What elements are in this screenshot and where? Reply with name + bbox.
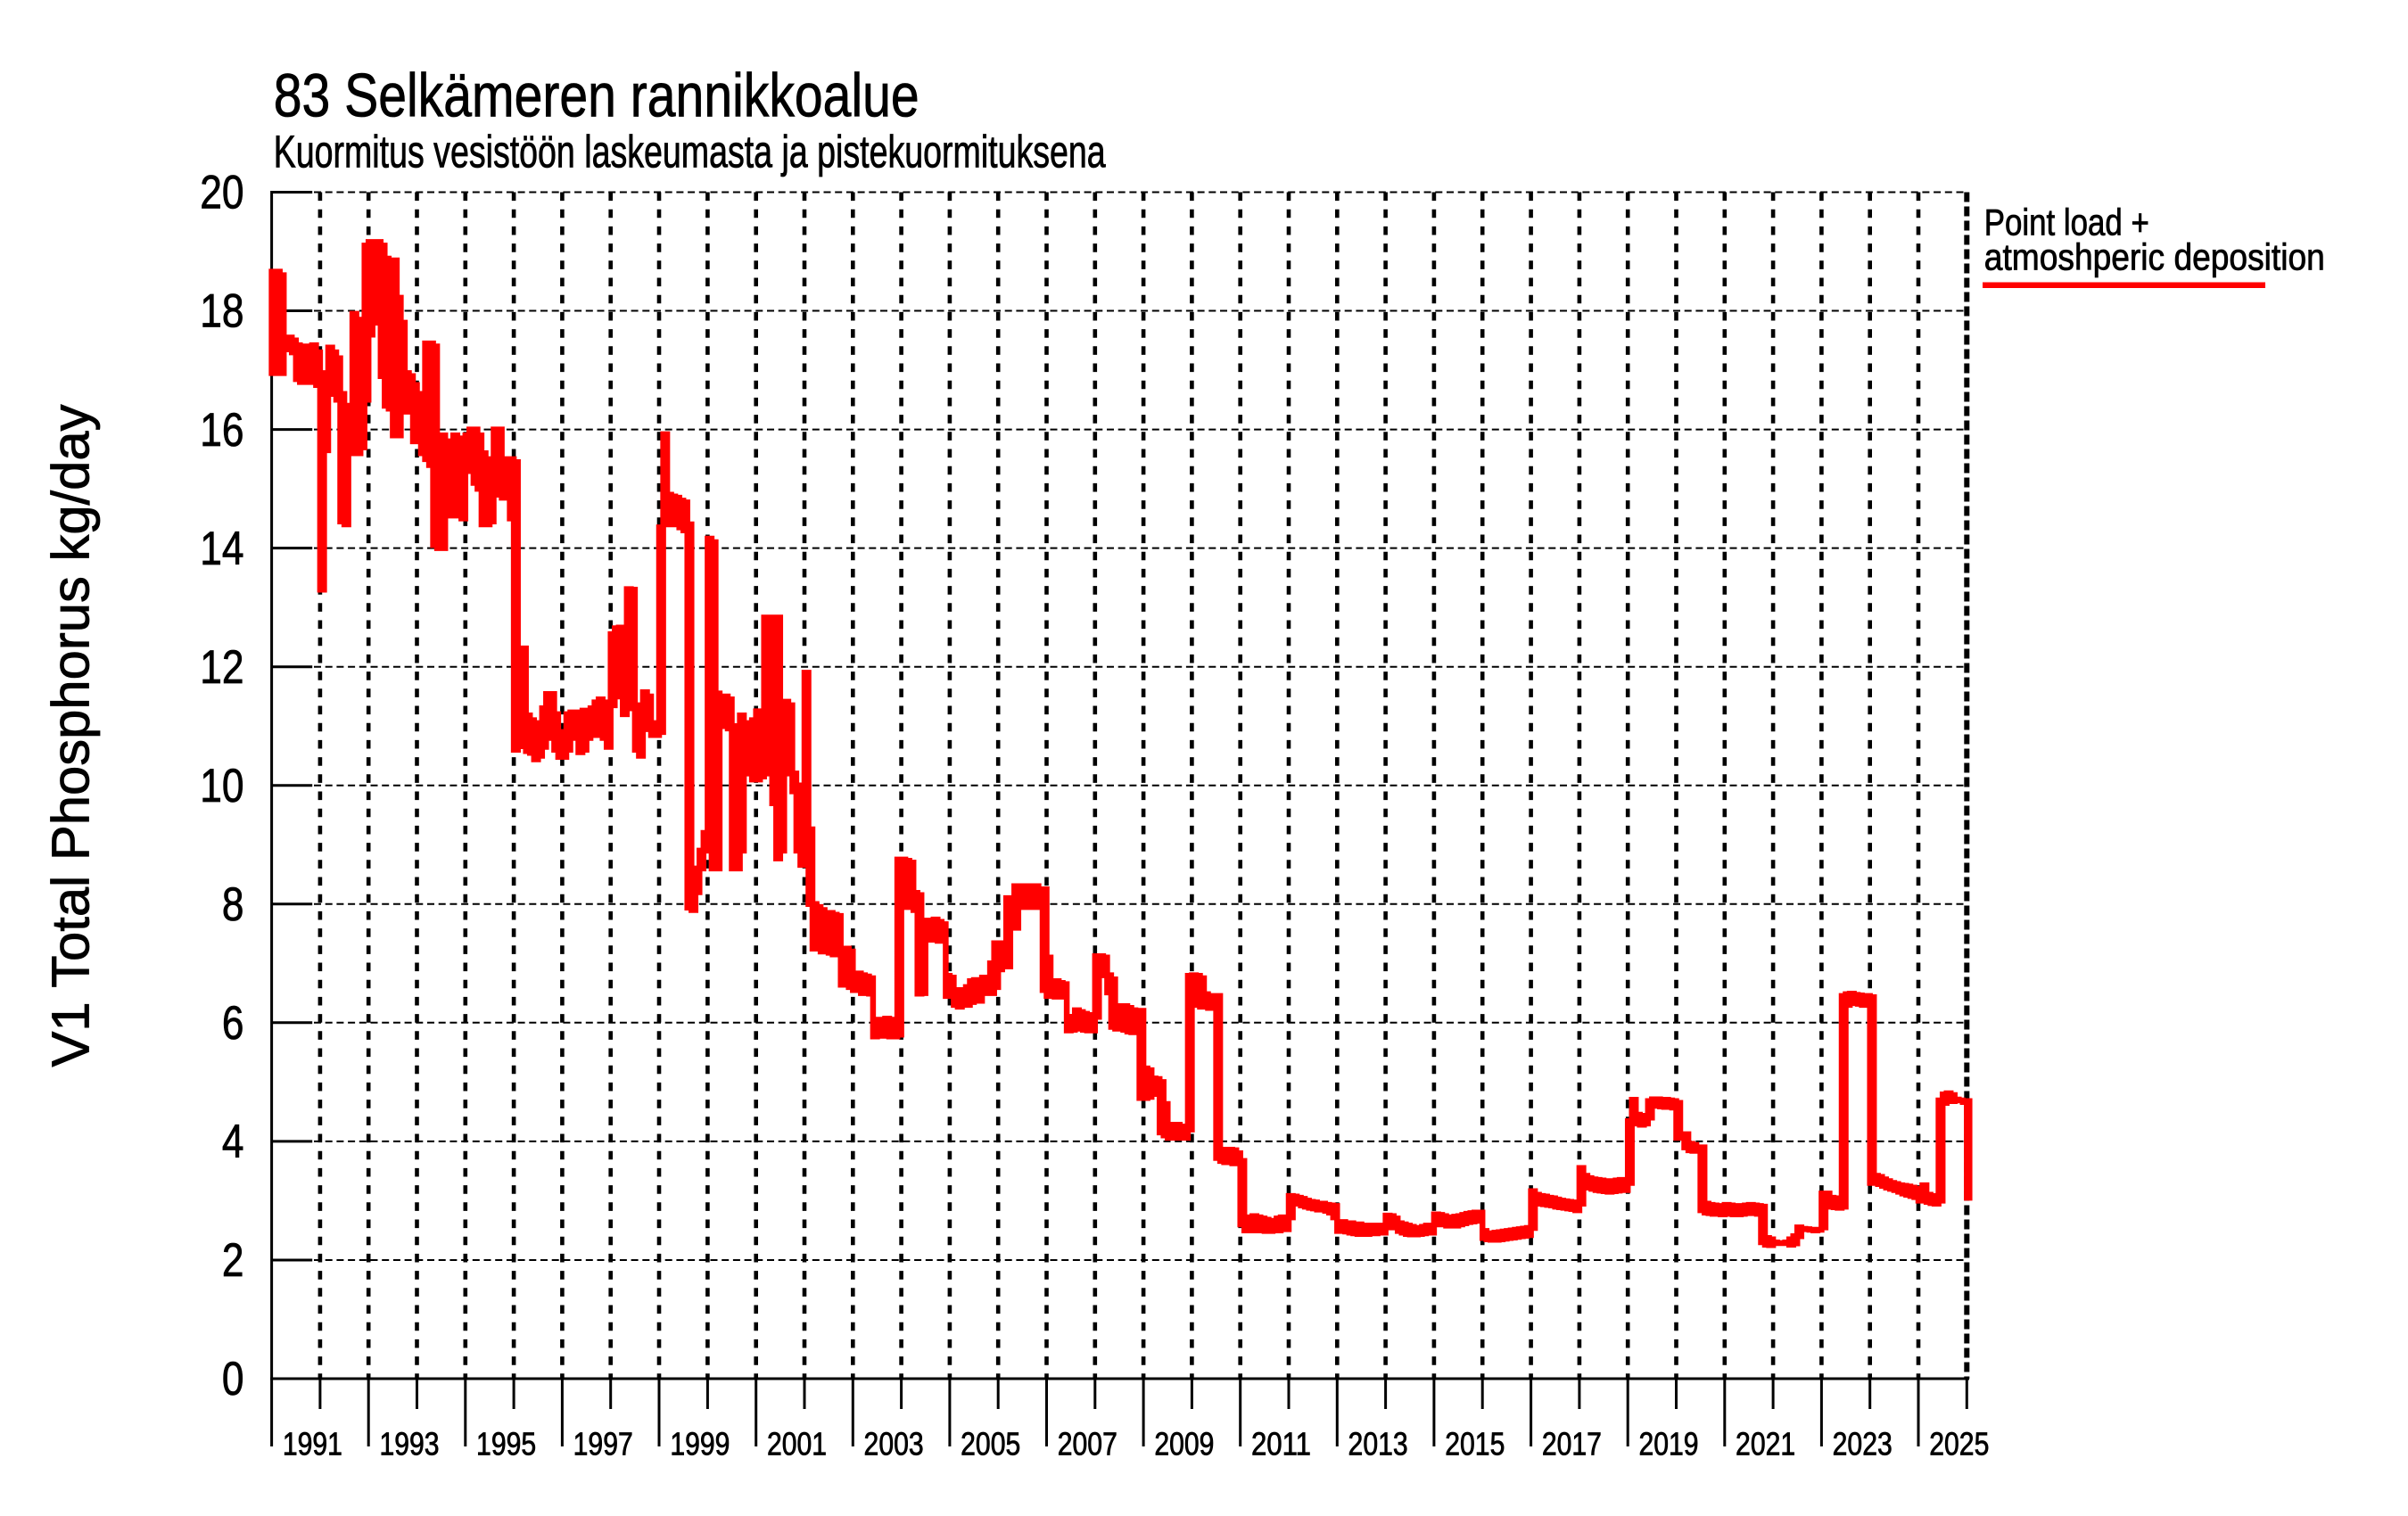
svg-text:2015: 2015 [1445, 1426, 1505, 1462]
svg-text:8: 8 [222, 878, 244, 931]
svg-text:83 Selkämeren rannikkoalue: 83 Selkämeren rannikkoalue [274, 62, 919, 130]
svg-text:0: 0 [222, 1353, 244, 1405]
svg-text:1995: 1995 [476, 1426, 536, 1462]
svg-text:2021: 2021 [1736, 1426, 1795, 1462]
svg-text:2023: 2023 [1833, 1426, 1893, 1462]
svg-text:1997: 1997 [573, 1426, 633, 1462]
svg-text:14: 14 [200, 523, 243, 575]
svg-text:2009: 2009 [1154, 1426, 1214, 1462]
svg-text:16: 16 [200, 404, 243, 457]
svg-text:6: 6 [222, 997, 244, 1050]
svg-text:Point load +: Point load + [1984, 202, 2149, 243]
svg-text:2017: 2017 [1542, 1426, 1602, 1462]
svg-text:18: 18 [200, 285, 243, 338]
svg-text:2019: 2019 [1638, 1426, 1698, 1462]
svg-text:2: 2 [222, 1234, 244, 1287]
svg-text:4: 4 [222, 1116, 244, 1168]
svg-text:V1 Total Phosphorus kg/day: V1 Total Phosphorus kg/day [41, 404, 101, 1067]
svg-text:2025: 2025 [1929, 1426, 1989, 1462]
svg-text:1991: 1991 [283, 1426, 342, 1462]
svg-text:2013: 2013 [1348, 1426, 1408, 1462]
svg-text:1993: 1993 [379, 1426, 439, 1462]
svg-text:2001: 2001 [767, 1426, 827, 1462]
svg-text:2003: 2003 [864, 1426, 924, 1462]
svg-text:2011: 2011 [1251, 1426, 1311, 1462]
svg-text:2007: 2007 [1058, 1426, 1117, 1462]
svg-text:atmoshperic deposition: atmoshperic deposition [1984, 235, 2325, 277]
svg-text:12: 12 [200, 641, 243, 694]
svg-text:Kuormitus vesistöön laskeumast: Kuormitus vesistöön laskeumasta ja piste… [274, 126, 1107, 177]
svg-text:2005: 2005 [961, 1426, 1020, 1462]
svg-text:20: 20 [200, 167, 243, 219]
svg-text:10: 10 [200, 760, 243, 812]
svg-text:1999: 1999 [670, 1426, 730, 1462]
